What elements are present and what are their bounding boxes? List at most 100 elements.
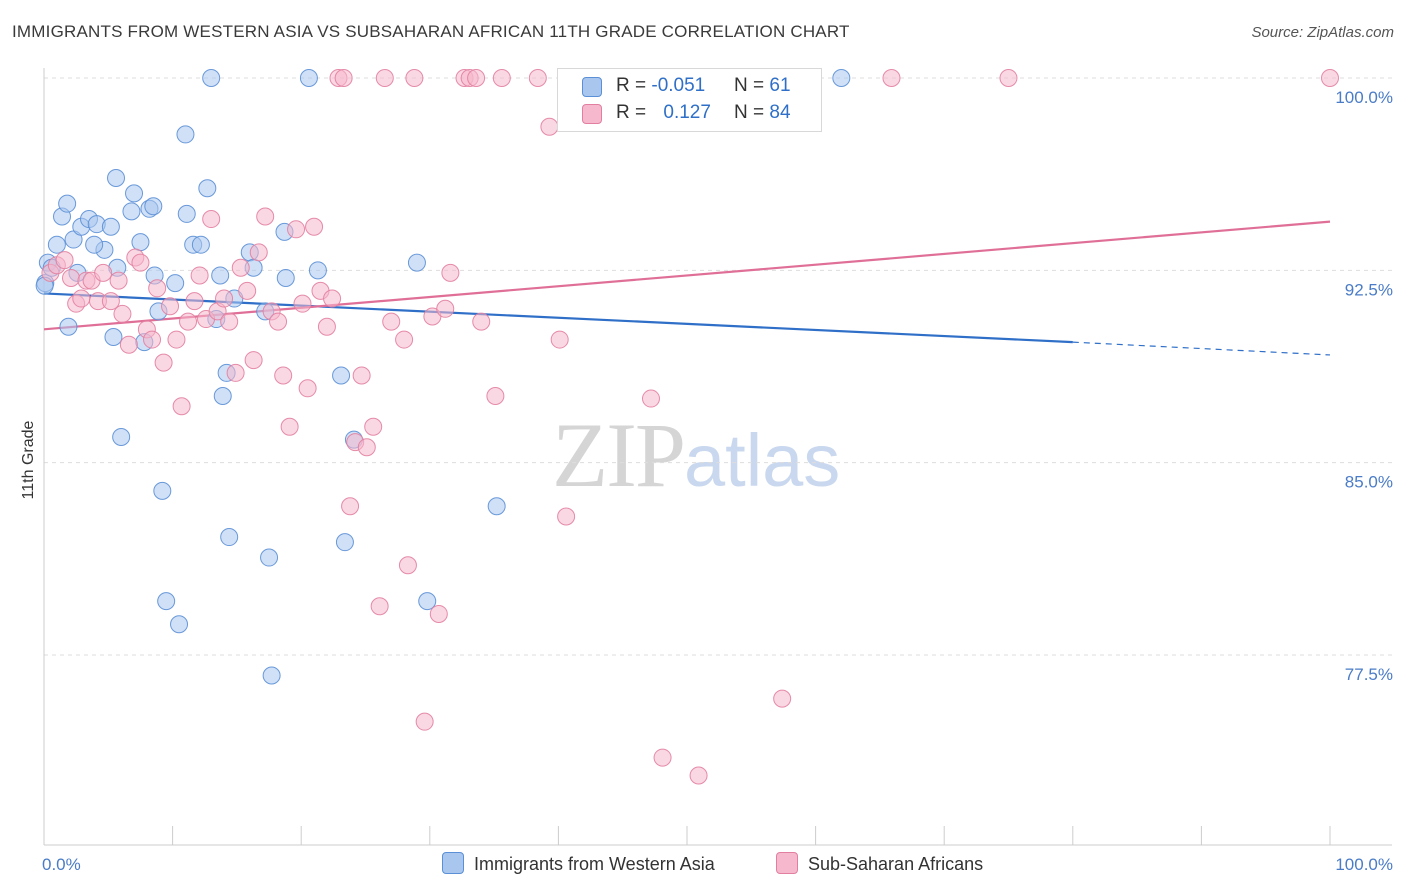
- series-swatch-blue: [442, 852, 464, 874]
- data-point: [154, 353, 173, 372]
- data-point: [198, 179, 217, 198]
- legend-n-text: N = 61: [734, 75, 791, 96]
- data-point: [293, 294, 312, 313]
- data-point: [191, 235, 210, 254]
- series-subsaharan: [41, 69, 1339, 785]
- data-point: [395, 330, 414, 349]
- data-point: [689, 766, 708, 785]
- data-points: [35, 69, 1339, 785]
- data-point: [161, 297, 180, 316]
- data-point: [773, 689, 792, 708]
- legend-r-text: R = 0.127: [616, 102, 711, 123]
- y-tick-label: 77.5%: [1345, 665, 1393, 684]
- data-point: [418, 592, 437, 611]
- series-legend-western-asia: Immigrants from Western Asia: [442, 852, 715, 875]
- data-point: [72, 289, 91, 308]
- data-point: [125, 184, 144, 203]
- series-legend-subsaharan: Sub-Saharan Africans: [776, 852, 983, 875]
- data-point: [550, 330, 569, 349]
- data-point: [287, 220, 306, 239]
- y-tick-label: 92.5%: [1345, 280, 1393, 299]
- data-point: [211, 266, 230, 285]
- series-western-asia: [35, 69, 851, 685]
- data-point: [405, 69, 424, 87]
- correlation-legend: R = -0.051 N = 61 R = 0.127 N = 84: [557, 68, 822, 132]
- data-point: [341, 497, 360, 516]
- data-point: [653, 748, 672, 767]
- watermark-zip: ZIP: [552, 404, 686, 506]
- data-point: [557, 507, 576, 526]
- data-point: [144, 197, 163, 216]
- data-point: [472, 312, 491, 331]
- data-point: [94, 263, 113, 282]
- data-point: [59, 317, 78, 336]
- data-point: [317, 317, 336, 336]
- data-point: [335, 533, 354, 552]
- data-point: [231, 258, 250, 277]
- data-point: [226, 363, 245, 382]
- data-point: [101, 217, 120, 236]
- data-point: [58, 194, 77, 213]
- data-point: [153, 481, 172, 500]
- data-point: [323, 289, 342, 308]
- data-point: [202, 69, 221, 87]
- data-point: [104, 328, 123, 347]
- data-point: [487, 497, 506, 516]
- data-point: [641, 389, 660, 408]
- data-point: [220, 312, 239, 331]
- series-legend: Immigrants from Western Asia Sub-Saharan…: [0, 852, 1406, 878]
- data-point: [131, 233, 150, 252]
- axes: [43, 68, 1392, 846]
- data-point: [262, 666, 281, 685]
- data-point: [172, 397, 191, 416]
- chart-source: Source: ZipAtlas.com: [1251, 24, 1394, 41]
- y-tick-label: 100.0%: [1335, 88, 1393, 107]
- data-point: [143, 330, 162, 349]
- data-point: [131, 253, 150, 272]
- data-point: [1321, 69, 1339, 87]
- data-point: [260, 548, 279, 567]
- data-point: [436, 299, 455, 318]
- data-point: [364, 417, 383, 436]
- data-point: [148, 279, 167, 298]
- data-point: [308, 261, 327, 280]
- data-point: [107, 169, 126, 188]
- trend-lines: [43, 220, 1331, 356]
- series-swatch-pink: [776, 852, 798, 874]
- tick-labels: 100.0% 92.5% 85.0% 77.5% 0.0% 100.0% 11th Grad…: [20, 88, 1393, 874]
- data-point: [122, 202, 141, 221]
- data-point: [882, 69, 901, 87]
- chart-title: IMMIGRANTS FROM WESTERN ASIA VS SUBSAHAR…: [12, 22, 850, 41]
- data-point: [101, 292, 120, 311]
- data-point: [220, 528, 239, 547]
- data-point: [157, 592, 176, 611]
- data-point: [298, 379, 317, 398]
- legend-n-text: N = 84: [734, 102, 791, 123]
- data-point: [334, 69, 353, 87]
- data-point: [280, 417, 299, 436]
- data-point: [177, 204, 196, 223]
- data-point: [249, 243, 268, 262]
- grid-lines: [44, 77, 1392, 656]
- data-point: [238, 281, 257, 300]
- data-point: [112, 428, 131, 447]
- data-point: [167, 330, 186, 349]
- data-point: [415, 712, 434, 731]
- data-point: [213, 386, 232, 405]
- trend-line-western-asia: [43, 292, 1073, 344]
- data-point: [352, 366, 371, 385]
- watermark: ZIPatlas: [552, 402, 840, 508]
- data-point: [55, 251, 74, 270]
- data-point: [179, 312, 198, 331]
- data-point: [407, 253, 426, 272]
- data-point: [429, 604, 448, 623]
- data-point: [382, 312, 401, 331]
- data-point: [85, 235, 104, 254]
- data-point: [332, 366, 351, 385]
- data-point: [486, 386, 505, 405]
- data-point: [832, 69, 851, 87]
- data-point: [441, 263, 460, 282]
- legend-r-text: R = -0.051: [616, 75, 706, 96]
- y-axis-title: 11th Grade: [20, 420, 37, 499]
- data-point: [176, 125, 195, 144]
